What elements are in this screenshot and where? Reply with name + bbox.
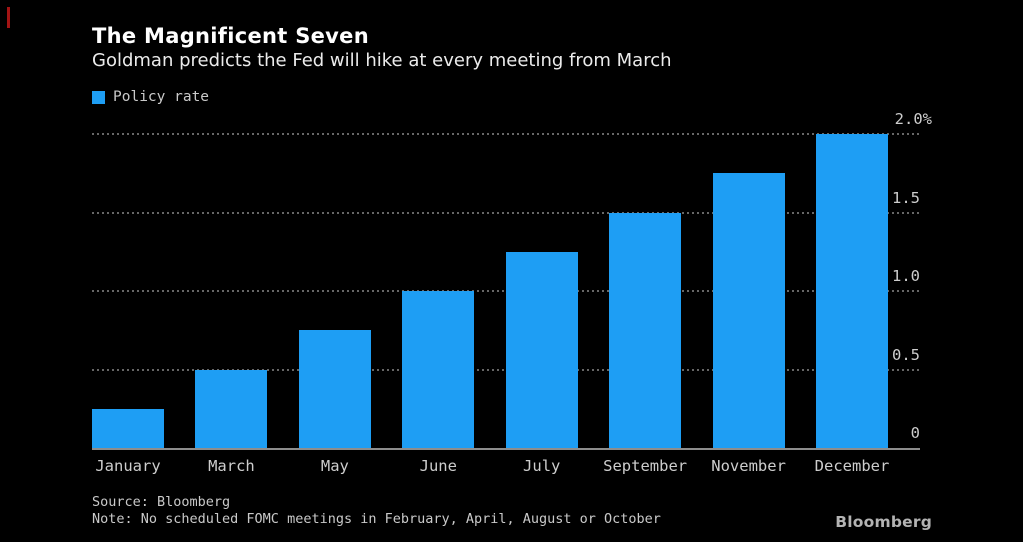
plot-area: 2.0% 1.5 1.0 0.5 0 [92,110,932,450]
x-tick-label: November [711,457,786,475]
y-tick-label: 1.0 [892,267,920,285]
y-tick-label: 2.0% [894,110,932,128]
y-tick-label: 0 [910,424,920,442]
x-tick-label: July [523,457,561,475]
bloomberg-logo: Bloomberg [835,513,932,531]
x-tick-label: January [95,457,161,475]
x-tick-label: December [814,457,890,475]
chart-subtitle: Goldman predicts the Fed will hike at ev… [92,50,672,71]
y-tick-label: 1.5 [892,188,920,207]
bar-november [712,173,785,448]
gridline [92,211,920,214]
x-tick-label: June [419,457,457,475]
bar-july [505,251,578,448]
x-tick-label: September [603,457,688,475]
footer: Source: Bloomberg Note: No scheduled FOM… [92,494,661,528]
red-accent-mark [7,7,10,28]
legend-label: Policy rate [113,89,210,105]
x-tick-label: May [320,457,349,475]
bar-january [92,408,164,448]
bar-march [195,369,268,448]
bar-december [816,134,888,448]
y-tick-label: 0.5 [892,345,920,364]
legend-swatch-icon [92,90,105,104]
chart-title: The Magnificent Seven [92,24,369,48]
note-text: Note: No scheduled FOMC meetings in Febr… [92,511,661,527]
source-text: Source: Bloomberg [92,494,231,510]
bar-june [402,291,475,448]
bar-may [298,330,371,448]
bar-september [609,212,682,448]
x-tick-label: March [208,457,255,475]
gridline [92,133,920,135]
legend: Policy rate [92,89,209,105]
